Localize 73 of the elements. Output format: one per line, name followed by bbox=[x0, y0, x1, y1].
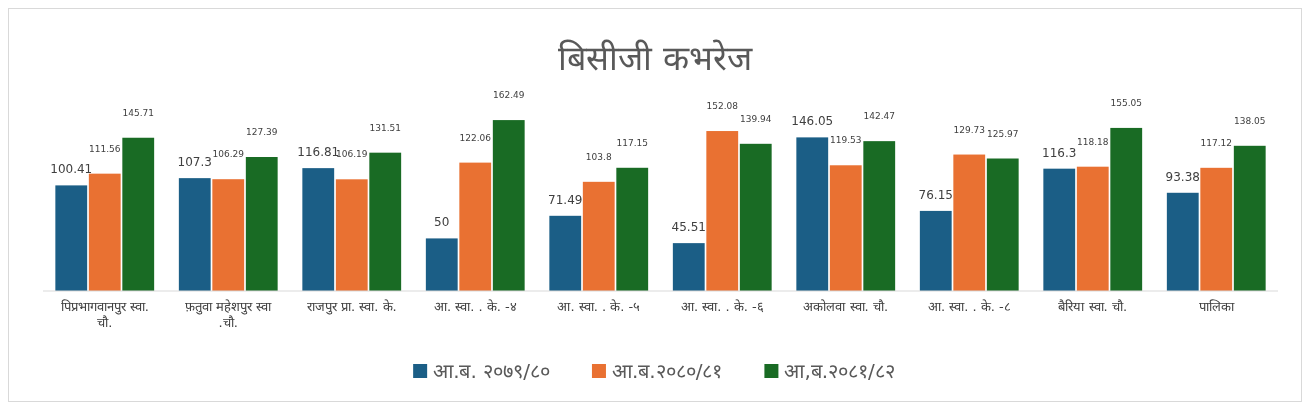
bar bbox=[829, 165, 862, 291]
bar bbox=[302, 168, 335, 291]
data-label: 45.51 bbox=[671, 220, 706, 235]
x-tick-label: पिप्रभागवानपुर स्वा. चौ. bbox=[60, 299, 149, 330]
data-label: 139.94 bbox=[739, 113, 772, 124]
legend-label: आ.ब. २०७९/८० bbox=[433, 358, 550, 383]
data-label: 106.19 bbox=[336, 149, 368, 160]
bar bbox=[1110, 127, 1143, 291]
data-label: 146.05 bbox=[791, 114, 834, 129]
data-label: 131.51 bbox=[369, 122, 401, 133]
bar bbox=[863, 141, 896, 291]
data-label: 50 bbox=[434, 215, 450, 230]
bar bbox=[369, 152, 402, 291]
chart-title: बिसीजी कभरेज bbox=[558, 38, 753, 78]
bar bbox=[1043, 168, 1076, 291]
data-label: 111.56 bbox=[89, 143, 121, 154]
x-tick-label: राजपुर प्रा. स्वा. के. bbox=[306, 299, 397, 315]
bar bbox=[88, 173, 121, 291]
data-label: 76.15 bbox=[918, 187, 953, 202]
bar bbox=[549, 215, 582, 291]
data-label: 138.05 bbox=[1233, 115, 1266, 126]
bar bbox=[919, 210, 952, 291]
data-label: 129.73 bbox=[953, 124, 985, 135]
data-label: 117.15 bbox=[616, 137, 648, 148]
data-label: 155.05 bbox=[1110, 97, 1142, 108]
bar bbox=[706, 131, 739, 291]
bar bbox=[1200, 167, 1233, 291]
bar bbox=[1166, 192, 1199, 291]
data-label: 107.3 bbox=[177, 155, 212, 170]
bar bbox=[616, 167, 649, 291]
data-label: 106.29 bbox=[212, 149, 245, 160]
data-label: 119.53 bbox=[830, 135, 862, 146]
data-label: 125.97 bbox=[986, 128, 1019, 139]
legend-label: आ,ब.२०८१/८२ bbox=[784, 358, 895, 383]
bar bbox=[796, 137, 829, 291]
bar bbox=[212, 179, 245, 291]
x-tick-label: आ. स्वा. . के. -६ bbox=[680, 299, 764, 314]
data-label: 145.71 bbox=[122, 107, 154, 118]
data-label: 117.12 bbox=[1200, 137, 1232, 148]
bar bbox=[492, 120, 525, 291]
x-tick-label: अकोलवा स्वा. चौ. bbox=[803, 299, 889, 314]
bar bbox=[1233, 145, 1266, 291]
data-label: 127.39 bbox=[245, 127, 278, 138]
data-label: 100.41 bbox=[50, 162, 93, 177]
x-tick-label: आ. स्वा. . के. -५ bbox=[557, 299, 641, 314]
bar bbox=[245, 157, 278, 291]
bar bbox=[953, 154, 986, 291]
x-tick-label: आ. स्वा. . के. -८ bbox=[927, 299, 1011, 314]
bar bbox=[425, 238, 458, 291]
data-label: 71.49 bbox=[548, 192, 583, 207]
x-tick-label: पालिका bbox=[1198, 299, 1235, 314]
x-tick-label: बैरिया स्वा. चौ. bbox=[1058, 299, 1128, 314]
bar bbox=[1076, 166, 1109, 291]
bar bbox=[122, 137, 155, 291]
data-label: 116.3 bbox=[1042, 145, 1077, 160]
bar bbox=[739, 143, 772, 291]
data-label: 152.08 bbox=[706, 101, 739, 112]
bar bbox=[178, 178, 211, 291]
x-tick-label: आ. स्वा. . के. -४ bbox=[433, 299, 517, 314]
data-label: 122.06 bbox=[459, 132, 492, 143]
data-label: 118.18 bbox=[1077, 136, 1109, 147]
legend-label: आ.ब.२०८०/८१ bbox=[611, 358, 723, 383]
data-label: 93.38 bbox=[1165, 169, 1200, 184]
data-label: 103.8 bbox=[585, 151, 612, 162]
bar bbox=[582, 181, 615, 291]
bar bbox=[55, 185, 88, 291]
bar bbox=[459, 162, 492, 291]
x-tick-label: फ़तुवा महेशपुर स्वा .चौ. bbox=[185, 299, 273, 330]
bar bbox=[986, 158, 1019, 291]
data-label: 142.47 bbox=[863, 111, 895, 122]
bar bbox=[335, 179, 368, 291]
data-label: 162.49 bbox=[492, 90, 525, 101]
bar bbox=[672, 243, 705, 291]
